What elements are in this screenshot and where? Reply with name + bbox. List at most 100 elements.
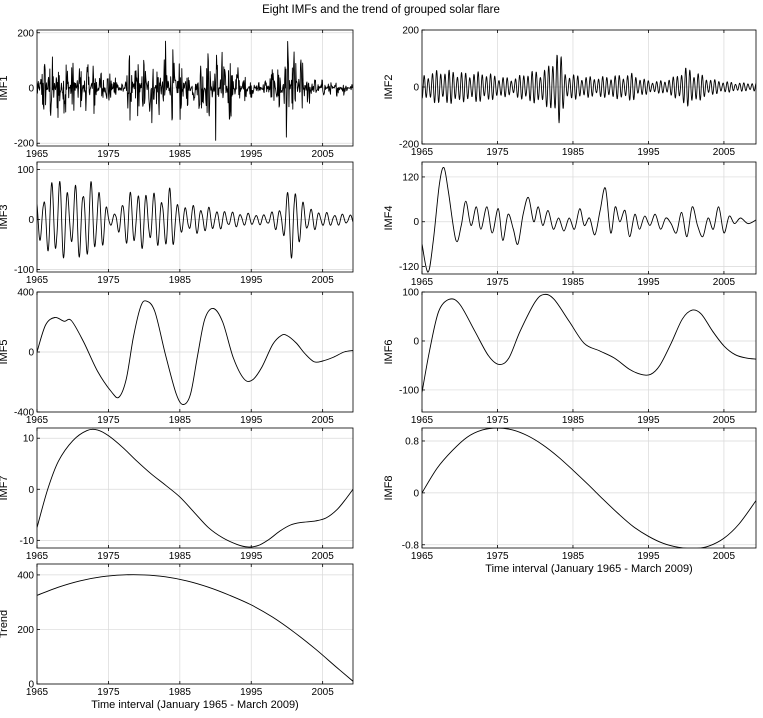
y-tick-label: 0: [28, 680, 34, 691]
x-tick-label: 1995: [240, 275, 263, 286]
x-tick-label: 2005: [312, 415, 335, 426]
x-tick-label: 1995: [637, 277, 660, 288]
y-tick-label: 200: [17, 28, 34, 39]
x-tick-label: 1985: [562, 415, 585, 426]
x-tick-label: 1995: [240, 149, 263, 160]
x-tick-label: 1985: [169, 687, 192, 698]
y-tick-label: -200: [14, 139, 34, 150]
series-line-imf2: [422, 54, 756, 124]
plot-frame: [421, 427, 757, 549]
y-axis-label: Trend: [0, 610, 10, 638]
plot-frame: [36, 563, 354, 685]
plot-frame: [421, 161, 757, 275]
x-tick-label: 1985: [169, 275, 192, 286]
plot-frame: [36, 161, 354, 273]
x-axis-label: Time interval (January 1965 - March 2009…: [485, 563, 692, 575]
x-tick-label: 1975: [486, 277, 509, 288]
y-tick-label: 0: [413, 217, 419, 228]
x-tick-label: 2005: [713, 147, 736, 158]
x-tick-label: 2005: [312, 275, 335, 286]
y-tick-label: 0: [28, 348, 34, 359]
y-tick-label: 0: [28, 215, 34, 226]
y-tick-label: 0.8: [405, 436, 419, 447]
y-tick-label: 0: [28, 84, 34, 95]
y-tick-label: 0: [413, 336, 419, 347]
y-tick-label: -0.8: [402, 540, 420, 551]
x-tick-label: 1985: [169, 551, 192, 562]
x-tick-label: 2005: [713, 551, 736, 562]
plot-frame: [421, 291, 757, 413]
y-tick-label: 0: [413, 83, 419, 94]
x-tick-label: 1965: [411, 551, 434, 562]
series-line-imf7: [37, 428, 353, 548]
series-line-imf3: [37, 180, 353, 259]
x-axis-label: Time interval (January 1965 - March 2009…: [91, 699, 298, 711]
x-tick-label: 1975: [486, 415, 509, 426]
x-tick-label: 1995: [240, 687, 263, 698]
y-axis-label: IMF1: [0, 75, 10, 100]
x-tick-label: 1995: [240, 551, 263, 562]
y-axis-label: IMF6: [383, 339, 395, 364]
y-tick-label: 400: [17, 288, 34, 299]
x-tick-label: 1965: [26, 551, 49, 562]
x-tick-label: 2005: [312, 551, 335, 562]
panel-imf7: 1965 1975 1985 1995 2005 -10 0 10 IMF7: [0, 427, 354, 562]
series-line-trend: [37, 574, 353, 682]
panel-imf3: 1965 1975 1985 1995 2005 -100 0 100 IMF3: [0, 161, 354, 286]
x-tick-label: 1975: [97, 687, 120, 698]
x-tick-label: 1995: [637, 147, 660, 158]
series-line-imf6: [422, 293, 756, 393]
x-tick-label: 2005: [312, 149, 335, 160]
x-tick-label: 1965: [411, 277, 434, 288]
x-tick-label: 1985: [562, 551, 585, 562]
y-tick-label: 0: [413, 488, 419, 499]
series-line-imf5: [37, 300, 353, 405]
y-tick-label: 400: [17, 570, 34, 581]
y-tick-label: -120: [399, 262, 419, 273]
y-axis-label: IMF7: [0, 475, 10, 500]
panel-trend: 1965 1975 1985 1995 2005 0 200 400 Trend Time int…: [0, 563, 354, 711]
panel-imf4: 1965 1975 1985 1995 2005 -120 0 120 IMF4: [383, 161, 757, 288]
series-line-imf1: [37, 40, 353, 141]
x-tick-label: 2005: [312, 687, 335, 698]
x-tick-label: 1965: [411, 415, 434, 426]
panel-imf8: 1965 1975 1985 1995 2005 -0.8 0 0.8 IMF8 Time int…: [383, 427, 757, 575]
plot-frame: [36, 427, 354, 549]
y-tick-label: 100: [17, 165, 34, 176]
y-tick-label: -400: [14, 408, 34, 419]
x-tick-label: 1985: [169, 149, 192, 160]
y-tick-label: 10: [23, 434, 35, 445]
y-axis-label: IMF2: [383, 74, 395, 99]
y-tick-label: -100: [14, 265, 34, 276]
panel-imf2: 1965 1975 1985 1995 2005 -200 0 200 IMF2: [383, 26, 757, 158]
x-tick-label: 1985: [169, 415, 192, 426]
x-tick-label: 1965: [26, 415, 49, 426]
x-tick-label: 2005: [713, 415, 736, 426]
x-tick-label: 1965: [26, 149, 49, 160]
x-tick-label: 1995: [637, 551, 660, 562]
y-tick-label: 120: [402, 172, 419, 183]
y-tick-label: -100: [399, 385, 419, 396]
y-tick-label: -200: [399, 140, 419, 151]
x-tick-label: 1975: [97, 275, 120, 286]
x-tick-label: 1975: [97, 149, 120, 160]
x-tick-label: 1995: [637, 415, 660, 426]
series-line-imf4: [422, 167, 756, 273]
y-axis-label: IMF3: [0, 204, 10, 229]
panel-imf5: 1965 1975 1985 1995 2005 -400 0 400 IMF5: [0, 288, 354, 426]
x-tick-label: 1975: [486, 551, 509, 562]
x-tick-label: 1995: [240, 415, 263, 426]
x-tick-label: 2005: [713, 277, 736, 288]
y-tick-label: 200: [402, 26, 419, 37]
y-axis-label: IMF4: [383, 205, 395, 230]
figure-title: Eight IMFs and the trend of grouped sola…: [262, 4, 500, 16]
y-tick-label: -10: [20, 536, 35, 547]
x-tick-label: 1965: [411, 147, 434, 158]
y-tick-label: 0: [28, 485, 34, 496]
y-axis-label: IMF5: [0, 339, 10, 364]
x-tick-label: 1985: [562, 277, 585, 288]
series-line-imf8: [422, 428, 756, 548]
x-tick-label: 1985: [562, 147, 585, 158]
x-tick-label: 1965: [26, 275, 49, 286]
